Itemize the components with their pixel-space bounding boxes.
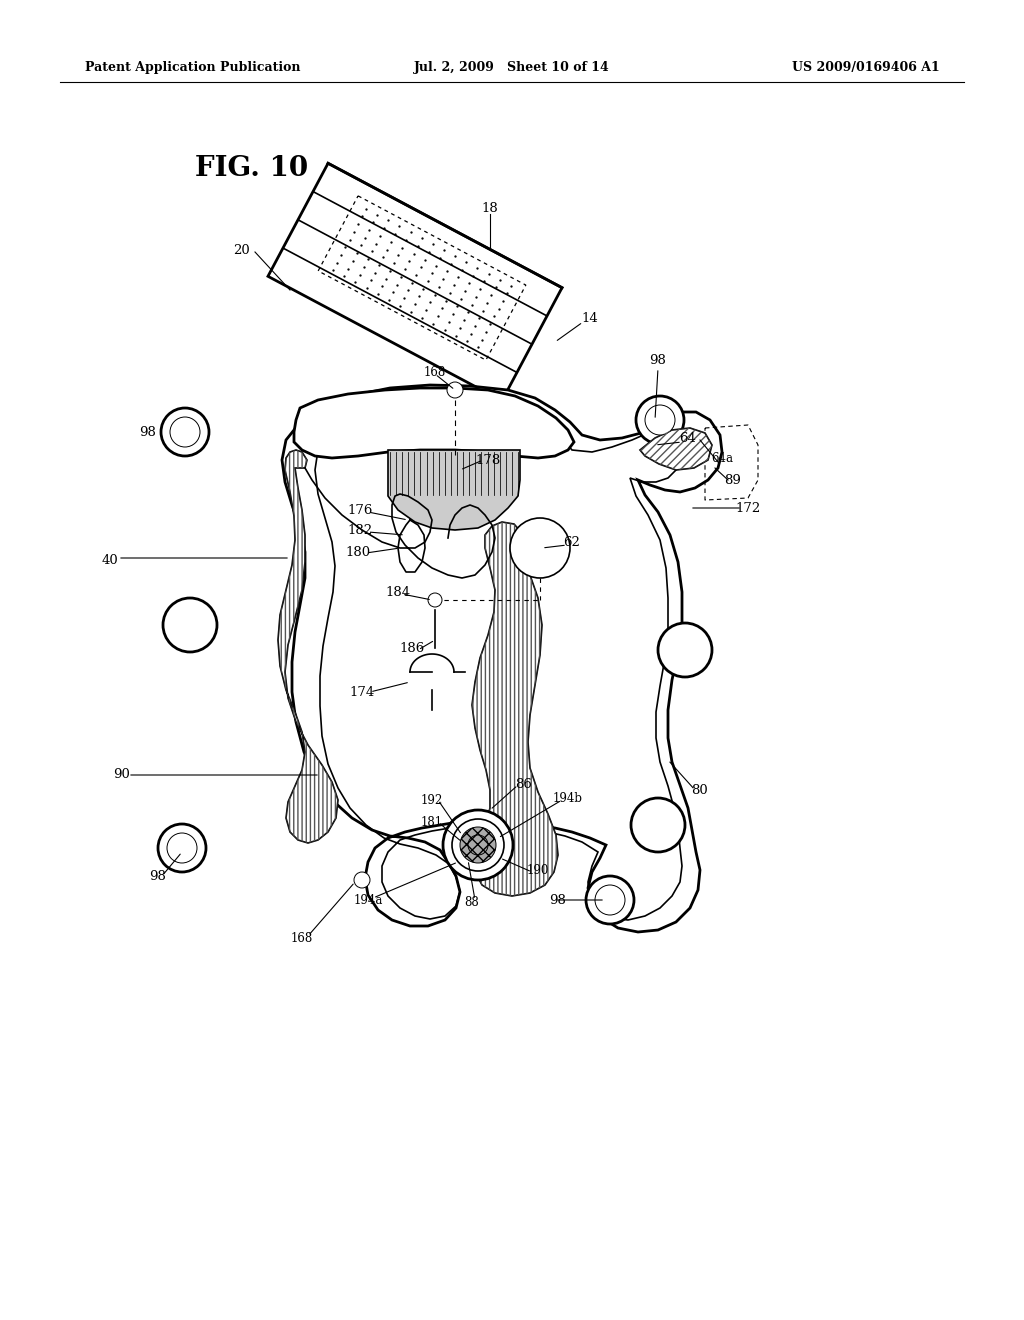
Text: US 2009/0169406 A1: US 2009/0169406 A1 <box>793 62 940 74</box>
Text: 80: 80 <box>691 784 709 796</box>
Text: 98: 98 <box>649 354 667 367</box>
Circle shape <box>428 593 442 607</box>
Circle shape <box>658 623 712 677</box>
Circle shape <box>158 824 206 873</box>
Circle shape <box>452 818 504 871</box>
Text: 98: 98 <box>150 870 167 883</box>
Text: FIG. 10: FIG. 10 <box>195 154 308 181</box>
Text: 64a: 64a <box>711 451 733 465</box>
Polygon shape <box>294 388 574 458</box>
Text: 64: 64 <box>680 432 696 445</box>
Text: 180: 180 <box>345 545 371 558</box>
Circle shape <box>631 799 685 851</box>
Polygon shape <box>282 385 722 932</box>
Circle shape <box>636 396 684 444</box>
Text: 176: 176 <box>347 503 373 516</box>
Text: Patent Application Publication: Patent Application Publication <box>85 62 300 74</box>
Text: 194a: 194a <box>353 894 383 907</box>
Text: 90: 90 <box>114 768 130 781</box>
Circle shape <box>163 598 217 652</box>
Text: 40: 40 <box>101 553 119 566</box>
Circle shape <box>586 876 634 924</box>
Text: 88: 88 <box>465 895 479 908</box>
Circle shape <box>161 408 209 455</box>
Circle shape <box>460 828 496 863</box>
Text: 192: 192 <box>421 793 443 807</box>
Text: 174: 174 <box>349 685 375 698</box>
Circle shape <box>354 873 370 888</box>
Text: Jul. 2, 2009   Sheet 10 of 14: Jul. 2, 2009 Sheet 10 of 14 <box>414 62 610 74</box>
Text: 182: 182 <box>347 524 373 536</box>
Polygon shape <box>278 450 338 843</box>
Polygon shape <box>388 450 520 531</box>
Circle shape <box>447 381 463 399</box>
Text: 98: 98 <box>139 425 157 438</box>
Text: 98: 98 <box>550 894 566 907</box>
Text: 168: 168 <box>291 932 313 945</box>
Text: 178: 178 <box>475 454 501 466</box>
Text: 14: 14 <box>582 312 598 325</box>
Text: 181: 181 <box>421 816 443 829</box>
Text: 186: 186 <box>399 642 425 655</box>
Circle shape <box>170 417 200 447</box>
Text: 194b: 194b <box>553 792 583 804</box>
Text: 168: 168 <box>424 366 446 379</box>
Text: 172: 172 <box>735 502 761 515</box>
Circle shape <box>645 405 675 436</box>
Text: 86: 86 <box>515 779 532 792</box>
Polygon shape <box>640 428 712 470</box>
Polygon shape <box>268 164 562 401</box>
Text: 184: 184 <box>385 586 411 598</box>
Text: 190: 190 <box>526 863 549 876</box>
Circle shape <box>595 884 625 915</box>
Text: 20: 20 <box>233 243 251 256</box>
Text: 18: 18 <box>481 202 499 214</box>
Circle shape <box>510 517 570 578</box>
Text: 89: 89 <box>725 474 741 487</box>
Circle shape <box>443 810 513 880</box>
Text: 62: 62 <box>563 536 581 549</box>
Polygon shape <box>472 521 558 896</box>
Circle shape <box>167 833 197 863</box>
